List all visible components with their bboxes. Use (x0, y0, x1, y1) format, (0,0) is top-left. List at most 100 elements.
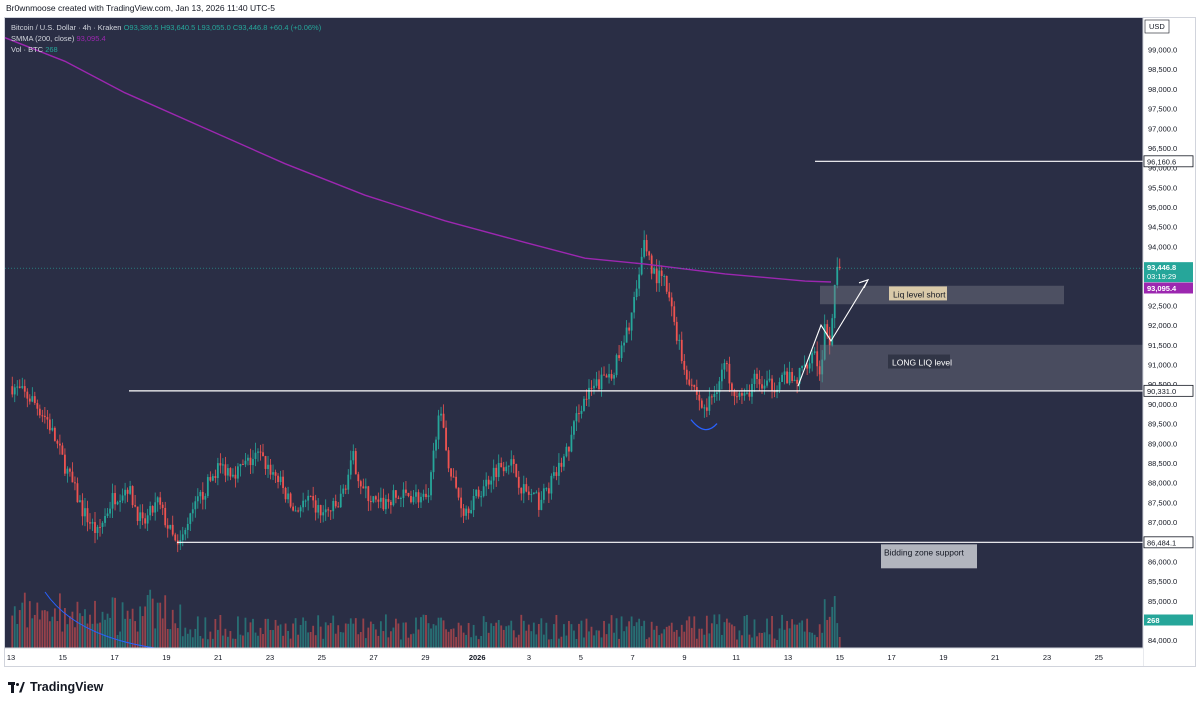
volume-bar (705, 615, 708, 648)
candle-body (319, 505, 322, 516)
candle-body (590, 387, 593, 389)
time-tick-label: 13 (7, 653, 15, 662)
attribution-bar: Br0wnmoose created with TradingView.com,… (0, 0, 1200, 17)
volume-bar (154, 628, 157, 648)
volume-bar (234, 638, 237, 648)
time-tick-label: 23 (1043, 653, 1051, 662)
volume-value-tag-bg (1144, 614, 1193, 626)
candle-body (668, 291, 671, 298)
candle-body (633, 296, 636, 313)
volume-bar (209, 631, 212, 648)
price-tick-label: 84,000.0 (1148, 636, 1177, 645)
candle-body (174, 534, 177, 541)
volume-bar (806, 618, 809, 648)
candle-body (86, 508, 89, 523)
time-tick-label: 19 (939, 653, 947, 662)
last-price-tag-bg (1144, 262, 1193, 283)
volume-bar (395, 618, 397, 648)
volume-bar (462, 632, 465, 648)
volume-bar (525, 630, 528, 648)
volume-bar (322, 638, 325, 648)
volume-bar (540, 618, 543, 648)
candle-body (377, 499, 380, 502)
candle-body (680, 339, 683, 361)
time-tick-label: 23 (266, 653, 274, 662)
volume-bar (13, 606, 16, 648)
legend-vol-label: Vol · BTC (11, 45, 44, 54)
volume-bar (427, 623, 430, 648)
candle-body (164, 507, 167, 526)
volume-bar (568, 620, 570, 648)
candle-body (257, 451, 259, 453)
candle-body (219, 463, 222, 466)
candle-body (833, 284, 836, 319)
candle-body (445, 427, 447, 451)
candle-body (728, 363, 731, 384)
candle-body (603, 374, 605, 376)
currency-box (1144, 19, 1170, 34)
candle-body (11, 386, 14, 395)
candle-body (552, 472, 555, 476)
volume-bar (164, 595, 167, 648)
volume-bar (56, 621, 59, 648)
candle-body (292, 506, 295, 511)
candle-body (159, 497, 162, 505)
candle-body (440, 413, 442, 416)
candle-body (151, 506, 154, 513)
candle-body (673, 306, 676, 322)
candle-body (317, 505, 320, 513)
price-chart[interactable]: Liq level short LONG LIQ level Bidding zon… (5, 18, 1195, 666)
volume-bar (756, 636, 758, 648)
volume-bar (723, 622, 726, 648)
candle-body (91, 522, 94, 524)
volume-bar (216, 629, 219, 648)
candle-body (437, 415, 440, 440)
candle-body (369, 501, 372, 503)
volume-bar (191, 637, 194, 648)
volume-bar (237, 616, 239, 648)
volume-bar (181, 636, 184, 648)
volume-bar (362, 618, 365, 648)
candle-body (304, 500, 307, 502)
candle-body (758, 379, 761, 385)
volume-bar (31, 618, 34, 648)
volume-bar (317, 615, 320, 648)
liq-short-label-bg (889, 286, 947, 301)
volume-bar (713, 614, 716, 648)
volume-bar (801, 620, 804, 648)
volume-bar (600, 637, 603, 648)
candle-body (99, 526, 101, 528)
candle-body (610, 374, 613, 379)
long-liq-label: LONG LIQ level (892, 358, 952, 368)
candle-body (364, 486, 367, 489)
volume-bar (267, 618, 269, 648)
chart-frame[interactable]: Liq level short LONG LIQ level Bidding zon… (4, 17, 1196, 667)
candle-body (595, 379, 598, 386)
candle-body (384, 499, 387, 510)
candle-body (485, 479, 488, 487)
volume-bar (23, 592, 26, 648)
candle-body (69, 468, 71, 472)
volume-bar (405, 622, 407, 648)
candle-body (154, 502, 157, 513)
volume-bar (645, 639, 648, 648)
candle-body (823, 324, 826, 360)
candle-body (339, 493, 342, 508)
tradingview-logo[interactable]: TradingView (8, 680, 103, 694)
candle-body (756, 373, 758, 380)
candle-body (359, 481, 362, 487)
candle-body (53, 427, 56, 441)
smma-value-tag-bg (1144, 282, 1193, 294)
candle-body (312, 496, 315, 501)
volume-bar (136, 631, 139, 648)
candle-body (605, 375, 608, 378)
candle-body (156, 497, 159, 503)
volume-bar (156, 602, 159, 648)
candle-body (555, 472, 558, 476)
countdown-tag: 03:19:29 (1147, 272, 1176, 281)
candle-body (354, 451, 357, 475)
candle-body (322, 512, 325, 516)
candle-body (229, 468, 232, 477)
volume-bar (510, 620, 513, 648)
volume-bar (660, 633, 663, 648)
